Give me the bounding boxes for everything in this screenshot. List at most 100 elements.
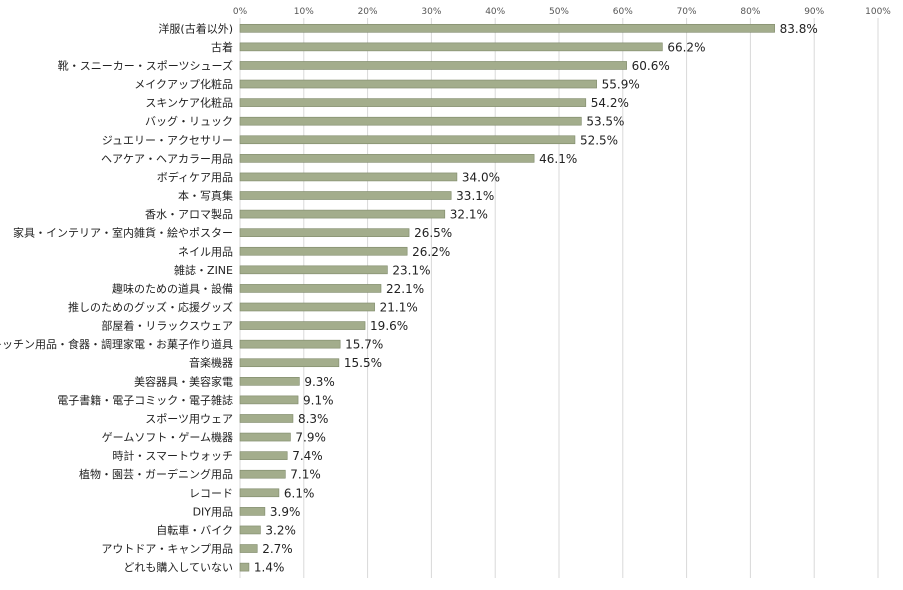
bar	[239, 265, 388, 275]
bar	[239, 116, 582, 126]
category-label: 古着	[211, 40, 233, 54]
x-tick-label: 10%	[294, 7, 314, 17]
value-label: 2.7%	[262, 542, 293, 556]
category-label: スキンケア化粧品	[145, 96, 233, 110]
bar	[239, 61, 627, 70]
x-tick-label: 40%	[485, 7, 505, 17]
value-label: 23.1%	[392, 263, 430, 277]
bar	[239, 154, 535, 163]
value-label: 3.2%	[265, 523, 296, 537]
value-label: 15.5%	[344, 356, 382, 370]
bar	[239, 191, 452, 200]
bar	[239, 172, 458, 182]
value-label: 19.6%	[370, 319, 408, 333]
bar	[239, 209, 446, 219]
category-label: ジュエリー・アクセサリー	[102, 134, 233, 147]
value-label: 6.1%	[284, 486, 315, 500]
x-tick-label: 50%	[549, 7, 569, 17]
value-label: 3.9%	[270, 505, 301, 519]
value-label: 66.2%	[667, 40, 705, 54]
category-label: 趣味のための道具・設備	[112, 281, 233, 295]
bar	[239, 302, 375, 312]
value-label: 26.2%	[412, 245, 450, 259]
category-label: 靴・スニーカー・スポーツシューズ	[58, 58, 233, 72]
x-tick-label: 90%	[804, 7, 824, 17]
x-tick-label: 60%	[613, 7, 633, 17]
category-label: ボディケア用品	[157, 170, 233, 184]
value-label: 46.1%	[539, 152, 577, 166]
bar	[239, 284, 382, 293]
category-label: 自転車・バイク	[156, 523, 233, 537]
category-label: 美容器具・美容家電	[134, 374, 233, 388]
category-label: 雑誌・ZINE	[174, 263, 233, 277]
value-labels: 83.8% 66.2% 60.6% 55.9% 54.2% 53.5% 52.5%46.1%…	[254, 22, 818, 575]
value-label: 53.5%	[586, 115, 624, 129]
value-label: 26.5%	[414, 226, 452, 240]
value-label: 33.1%	[456, 189, 494, 203]
category-label: レコード	[189, 487, 233, 500]
value-label: 54.2%	[591, 96, 629, 110]
value-label: 7.1%	[290, 468, 321, 482]
value-label: 9.1%	[303, 393, 334, 407]
bar	[239, 469, 286, 479]
value-label: 8.3%	[298, 412, 329, 426]
value-label: 60.6%	[632, 59, 670, 73]
bar	[239, 79, 597, 89]
bar	[239, 544, 258, 553]
value-label: 9.3%	[304, 375, 335, 389]
category-label: アウトドア・キャンプ用品	[101, 543, 233, 556]
value-label: 83.8%	[780, 22, 818, 36]
bar	[239, 135, 576, 145]
bar	[239, 358, 340, 368]
category-label: どれも購入していない	[123, 560, 233, 574]
category-label: 時計・スマートウォッチ	[112, 449, 233, 463]
bar	[239, 562, 250, 572]
category-label: メイクアップ化粧品	[134, 77, 233, 91]
category-label: 植物・園芸・ガーデニング用品	[79, 467, 233, 481]
category-label: 家具・インテリア・室内雑貨・絵やポスター	[13, 226, 233, 240]
bar	[239, 23, 775, 33]
value-label: 34.0%	[462, 170, 500, 184]
bar	[239, 451, 288, 460]
bar	[239, 432, 291, 442]
bar	[239, 246, 408, 256]
category-labels: 洋服(古着以外) 古着靴・スニーカー・スポーツシューズメイクアップ化粧品スキンケア…	[0, 21, 233, 574]
category-label: 洋服(古着以外)	[158, 21, 233, 35]
bars	[239, 23, 775, 572]
bar	[239, 395, 299, 405]
bar	[239, 228, 410, 237]
category-label: ネイル用品	[178, 245, 233, 258]
category-label: DIY用品	[193, 505, 233, 518]
value-label: 21.1%	[380, 300, 418, 314]
bar	[239, 42, 663, 52]
category-label: 電子書籍・電子コミック・電子雑誌	[57, 393, 233, 407]
category-label: 音楽機器	[189, 356, 233, 370]
category-label: 部屋着・リラックスウェア	[101, 319, 233, 333]
bar	[239, 488, 280, 498]
bar	[239, 525, 261, 535]
x-axis: 0% 10% 20% 30% 40% 50% 60% 70% 80% 90% 100%	[233, 7, 891, 17]
value-label: 7.4%	[292, 449, 323, 463]
bar	[239, 339, 341, 349]
x-tick-label: 20%	[358, 7, 378, 17]
category-label: ヘアケア・ヘアカラー用品	[101, 152, 233, 165]
bar	[239, 507, 266, 516]
bar	[239, 321, 366, 330]
x-tick-label: 100%	[865, 7, 891, 17]
value-label: 7.9%	[295, 431, 326, 445]
value-label: 1.4%	[254, 561, 285, 575]
x-tick-label: 0%	[233, 7, 248, 17]
category-label: キッチン用品・食器・調理家電・お菓子作り道具	[0, 337, 233, 351]
category-label: 推しのためのグッズ・応援グッズ	[68, 300, 233, 314]
value-label: 15.7%	[345, 338, 383, 352]
x-tick-label: 30%	[421, 7, 441, 17]
grid-layer	[239, 18, 879, 578]
category-label: ゲームソフト・ゲーム機器	[102, 430, 233, 444]
category-label: 香水・アロマ製品	[145, 207, 233, 221]
value-label: 22.1%	[386, 282, 424, 296]
category-label: 本・写真集	[178, 189, 233, 203]
value-label: 32.1%	[450, 208, 488, 222]
value-label: 52.5%	[580, 133, 618, 147]
x-tick-label: 80%	[740, 7, 760, 17]
